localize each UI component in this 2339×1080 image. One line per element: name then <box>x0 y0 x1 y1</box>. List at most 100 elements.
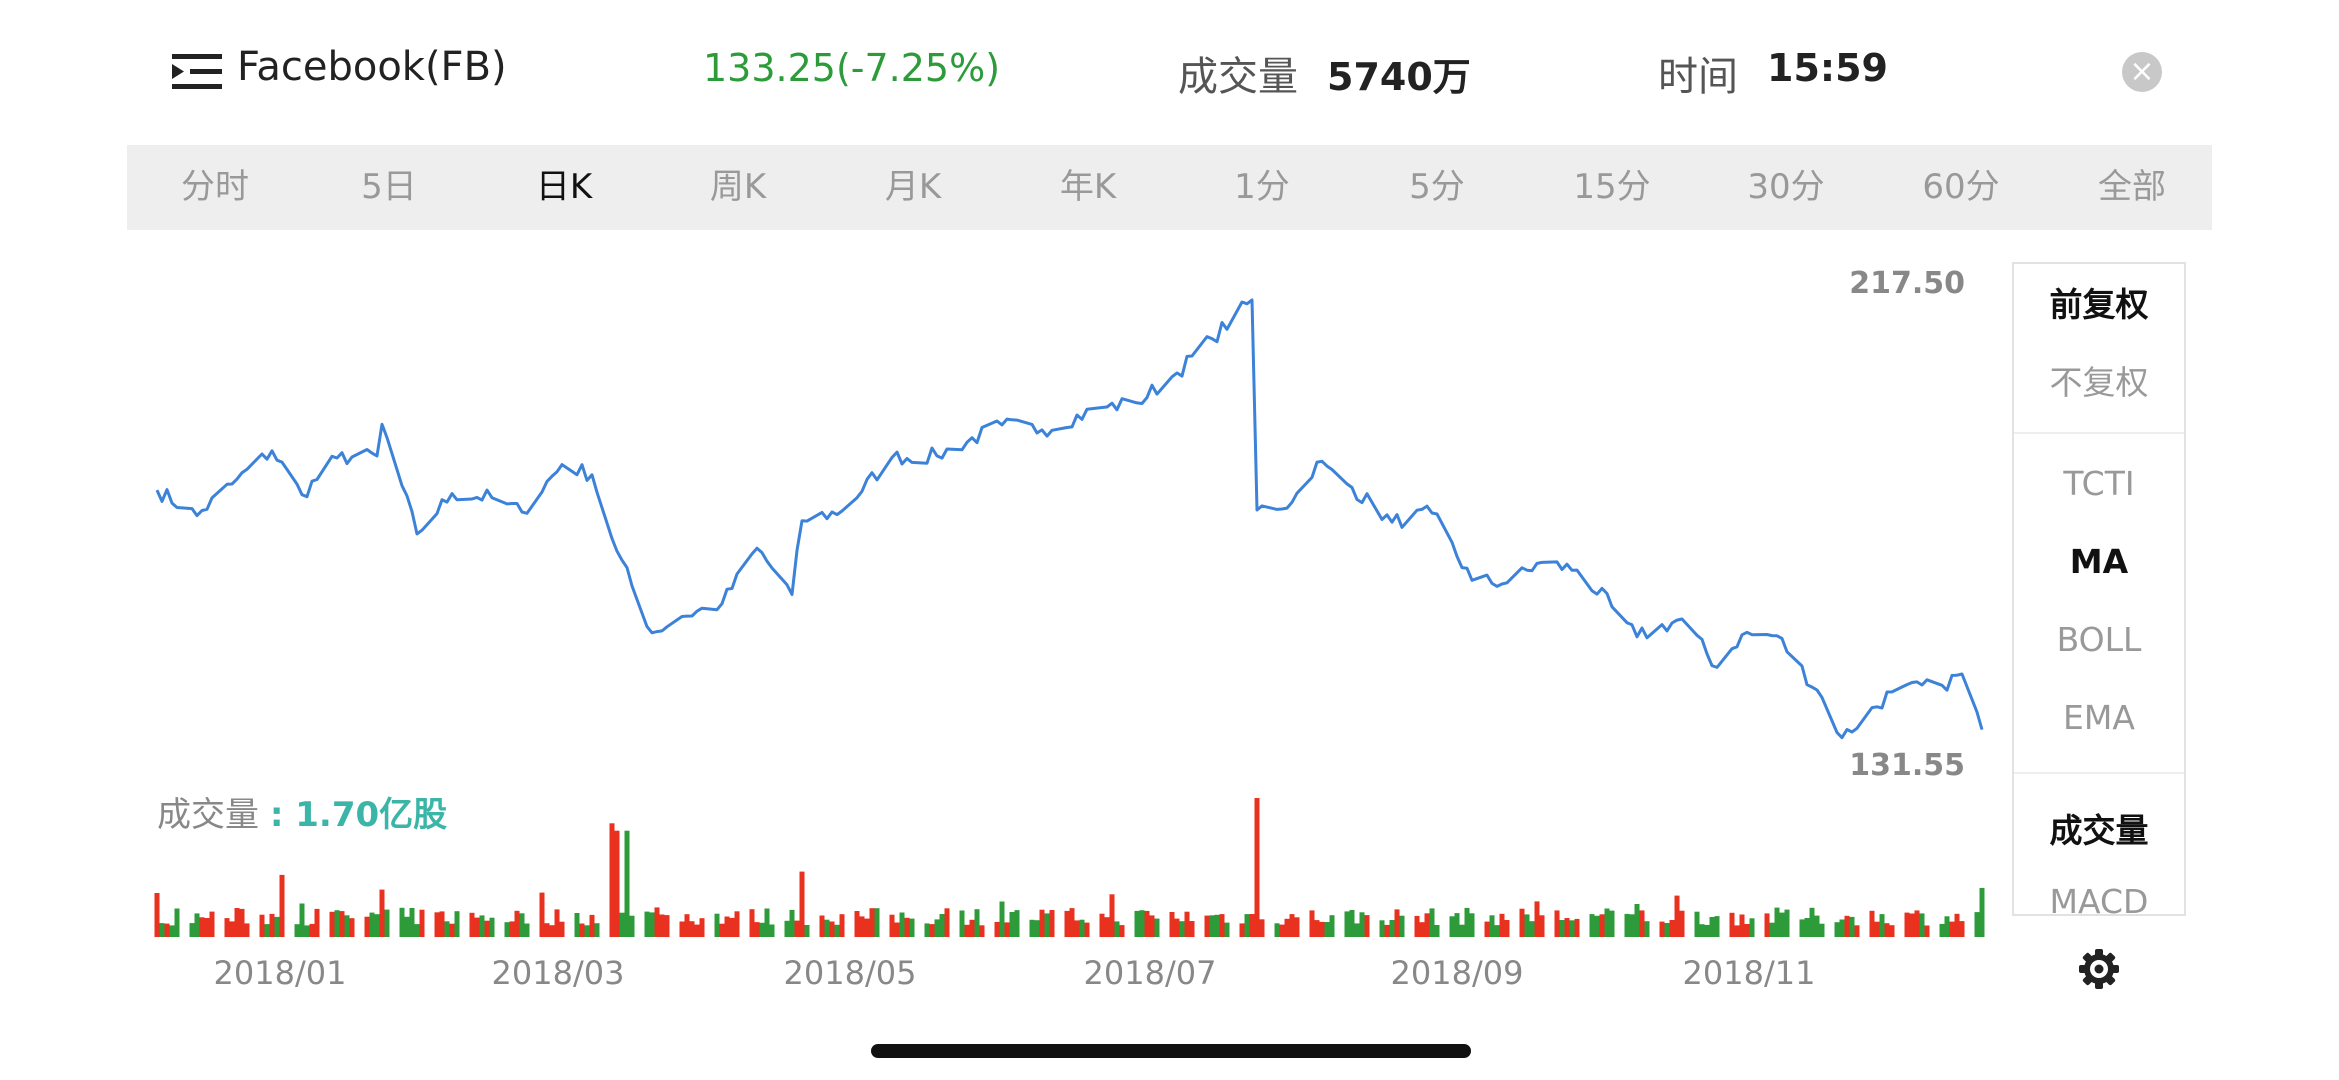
volume-bar <box>1944 916 1950 937</box>
volume-bar <box>789 909 795 937</box>
volume-bar <box>1854 925 1860 937</box>
volume-bar <box>1799 919 1805 937</box>
tab-weekly-k[interactable]: 周K <box>709 167 767 207</box>
tab-5min[interactable]: 5分 <box>1409 167 1465 207</box>
side-item-unadjusted[interactable]: 不复权 <box>2049 363 2149 402</box>
volume-bar <box>969 919 975 937</box>
tab-daily-k[interactable]: 日K <box>535 167 593 207</box>
volume-bar <box>1744 924 1750 937</box>
volume-bar <box>1844 915 1850 937</box>
volume-bar <box>1839 919 1845 937</box>
menu-icon[interactable] <box>172 52 222 92</box>
volume-bar <box>449 923 455 937</box>
side-item-forward-adjusted[interactable]: 前复权 <box>2049 285 2149 324</box>
tab-yearly-k[interactable]: 年K <box>1059 167 1117 207</box>
volume-bar <box>894 922 900 937</box>
volume-bar <box>539 892 545 937</box>
volume-bar <box>1344 911 1350 937</box>
price-area <box>155 298 1984 740</box>
tab-1min[interactable]: 1分 <box>1234 167 1290 207</box>
volume-bar <box>239 908 245 937</box>
volume-bar <box>314 908 320 937</box>
divider <box>2014 772 2184 774</box>
tab-all[interactable]: 全部 <box>2098 167 2166 207</box>
volume-bar <box>279 874 285 937</box>
volume-bar <box>1679 910 1685 937</box>
volume-bar <box>1784 909 1790 937</box>
volume-bar <box>1749 918 1755 937</box>
volume-bar <box>679 921 685 937</box>
volume-bar <box>1134 910 1140 937</box>
side-item-volume[interactable]: 成交量 <box>2049 811 2149 850</box>
home-indicator[interactable] <box>871 1044 1471 1058</box>
volume-bar <box>269 913 275 937</box>
volume-bar <box>1149 915 1155 937</box>
volume-bar <box>1174 918 1180 937</box>
volume-bar <box>1249 914 1255 937</box>
volume-bar <box>1624 913 1630 937</box>
volume-bar <box>1959 921 1965 937</box>
volume-bar <box>1259 919 1265 937</box>
volume-bar <box>1254 798 1260 937</box>
tab-60min[interactable]: 60分 <box>1922 167 2000 207</box>
volume-bar <box>1139 910 1145 937</box>
settings-gear-icon[interactable] <box>2078 948 2120 990</box>
volume-bar <box>824 919 830 937</box>
volume-bar <box>699 918 705 937</box>
volume-bar <box>329 911 335 937</box>
volume-bar <box>579 923 585 937</box>
volume-bar <box>1209 915 1215 937</box>
volume-bar <box>714 913 720 937</box>
volume-bar <box>759 922 765 937</box>
side-item-ema[interactable]: EMA <box>2063 698 2135 737</box>
side-item-ma[interactable]: MA <box>2069 542 2129 581</box>
volume-bar <box>404 916 410 937</box>
volume-bar <box>1539 915 1545 937</box>
side-item-boll[interactable]: BOLL <box>2056 620 2142 659</box>
tab-monthly-k[interactable]: 月K <box>884 167 942 207</box>
volume-bar <box>264 924 270 937</box>
volume-bar <box>1594 915 1600 937</box>
volume-bar <box>1669 920 1675 937</box>
tab-intraday[interactable]: 分时 <box>181 167 249 207</box>
tab-5day[interactable]: 5日 <box>361 167 417 207</box>
close-icon[interactable]: × <box>2122 52 2162 92</box>
tab-15min[interactable]: 15分 <box>1573 167 1651 207</box>
volume-bar <box>1424 913 1430 937</box>
price-min-label: 131.55 <box>1849 748 1965 783</box>
volume-title-value: : 1.70亿股 <box>269 795 448 835</box>
volume-bar <box>559 921 565 937</box>
volume-bar <box>1574 918 1580 937</box>
side-item-tcti[interactable]: TCTI <box>2063 464 2135 503</box>
volume-bar <box>1204 915 1210 937</box>
volume-bar <box>299 903 305 937</box>
tab-30min[interactable]: 30分 <box>1747 167 1825 207</box>
side-item-macd[interactable]: MACD <box>2049 882 2149 916</box>
volume-bar <box>259 914 265 937</box>
volume-bar <box>859 916 865 937</box>
volume-bar <box>1244 914 1250 937</box>
volume-bar <box>1239 923 1245 937</box>
volume-bar <box>209 911 215 937</box>
volume-bar <box>199 917 205 937</box>
volume-bar <box>444 921 450 937</box>
volume-bar <box>1494 925 1500 937</box>
volume-bar <box>334 910 340 937</box>
volume-bar <box>489 917 495 937</box>
volume-bar <box>1114 921 1120 937</box>
volume-bar <box>1459 924 1465 937</box>
stock-chart[interactable]: 217.50 131.55 2018/01 2018/03 2018/05 20… <box>0 0 2000 1000</box>
volume-bar <box>194 913 200 937</box>
volume-bar <box>1834 922 1840 937</box>
volume-bar <box>769 924 775 937</box>
volume-bar <box>1219 914 1225 937</box>
volume-bar <box>519 913 525 937</box>
volume-bar <box>734 911 740 937</box>
volume-bar <box>619 912 625 937</box>
volume-bar <box>644 911 650 937</box>
volume-bar <box>414 924 420 937</box>
volume-bar <box>1564 918 1570 937</box>
volume-bar <box>1939 923 1945 937</box>
volume-bar <box>174 908 180 937</box>
volume-bar <box>474 917 480 937</box>
